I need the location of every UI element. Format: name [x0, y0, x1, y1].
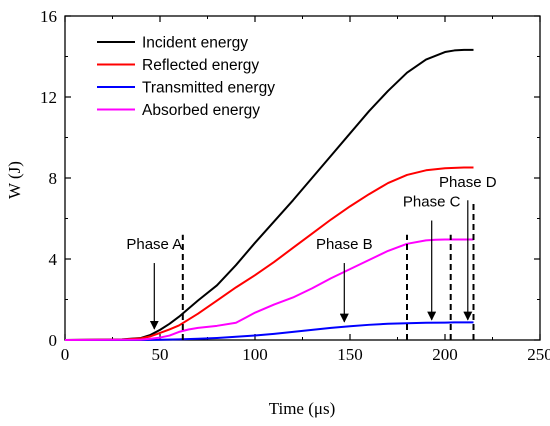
y-tick-label: 12: [40, 88, 57, 107]
series-line-2: [64, 166, 474, 341]
phase-label: Phase C: [403, 193, 461, 210]
x-tick-label: 250: [527, 345, 550, 364]
y-tick-label: 16: [40, 7, 57, 26]
phase-annotations: Phase A Phase B Phase C Phase D: [126, 174, 497, 330]
y-tick-label: 0: [49, 331, 58, 350]
series-line-4: [64, 238, 474, 341]
phase-lines: [181, 202, 475, 340]
x-tick-label: 100: [242, 345, 268, 364]
y-axis-title: W (J): [5, 161, 24, 199]
legend-label: Incident energy: [142, 35, 248, 52]
legend-label: Reflected energy: [142, 57, 259, 74]
legend: Incident energy Reflected energy Transmitt…: [97, 35, 275, 119]
legend-label: Transmitted energy: [142, 80, 275, 97]
series-layer: [64, 48, 474, 341]
y-tick-label: 8: [49, 169, 58, 188]
x-axis-title: Time (μs): [269, 399, 336, 418]
legend-label: Absorbed energy: [142, 102, 260, 119]
phase-label: Phase D: [439, 174, 497, 191]
tick-labels: 0 50 100 150 200 250 0 4 8 12 16: [40, 7, 550, 364]
series-line-1: [64, 48, 474, 341]
y-tick-label: 4: [49, 250, 58, 269]
x-tick-label: 0: [61, 345, 70, 364]
phase-label: Phase B: [316, 236, 373, 253]
x-tick-label: 200: [432, 345, 458, 364]
phase-label: Phase A: [126, 236, 182, 253]
x-tick-label: 50: [152, 345, 169, 364]
x-tick-label: 150: [337, 345, 363, 364]
series-line-3: [65, 321, 474, 341]
